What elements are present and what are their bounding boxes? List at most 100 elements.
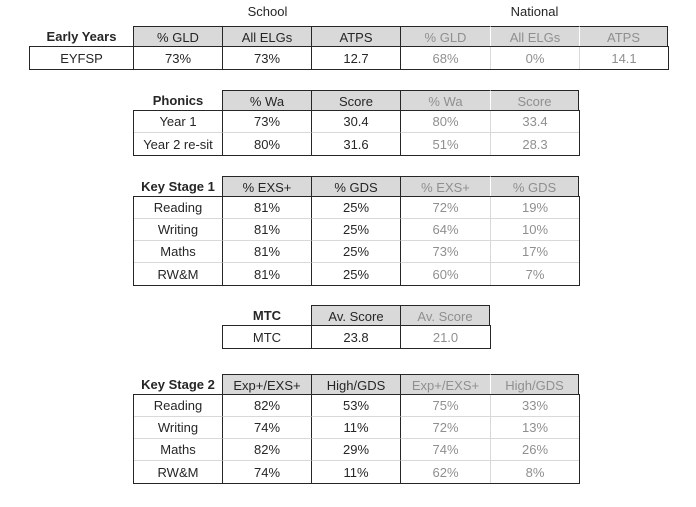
national-value-cell: 13%: [490, 417, 579, 439]
school-value-cell: 82%: [223, 395, 312, 417]
table-header-row: Phonics% Wa Score% Wa Score: [134, 90, 579, 111]
school-column-header: ATPS: [312, 26, 401, 47]
national-column-header: ATPS: [579, 26, 668, 47]
row-label: Maths: [134, 439, 223, 461]
school-value-cell: 73%: [134, 47, 223, 69]
table-key-stage-1: Key Stage 1% EXS+% GDS% EXS+% GDS Reading…: [133, 176, 580, 286]
national-value-cell: 68%: [432, 50, 459, 66]
national-value-cell: 19%: [490, 197, 579, 219]
table-key-stage-2: Key Stage 2 Exp+/EXS+ High/GDS Exp+/EXS+ Hig…: [133, 374, 580, 484]
national-column-header: % GLD: [401, 26, 490, 47]
table-phonics: Phonics% Wa Score% Wa Score Year 1 73% 30.4 80…: [133, 90, 580, 156]
school-column-header: All ELGs: [223, 26, 312, 47]
national-value-cell: 26%: [490, 439, 579, 461]
national-column-header: High/GDS: [490, 374, 579, 395]
national-column-header: % EXS+: [401, 176, 490, 197]
table-title: Key Stage 2: [134, 374, 223, 395]
school-value-cell: 74%: [223, 461, 312, 483]
table-header-row: Key Stage 2 Exp+/EXS+ High/GDS Exp+/EXS+ Hig…: [134, 374, 579, 395]
table-row: Year 1 73% 30.4 80% 33.4: [134, 111, 579, 133]
school-value-cell: 25%: [312, 263, 401, 285]
national-column-header: All ELGs: [490, 26, 579, 47]
school-column-header: % Wa: [223, 90, 312, 111]
row-label: Year 2 re-sit: [134, 133, 223, 155]
school-value-cell: 23.8: [312, 326, 401, 348]
national-value-cell: 7%: [490, 263, 579, 285]
table-body: EYFSP 73% 73% 12.7 68% 0% 14.1: [29, 46, 669, 70]
school-column-header: Exp+/EXS+: [223, 374, 312, 395]
row-label: Reading: [134, 395, 223, 417]
table-title: Key Stage 1: [134, 176, 223, 197]
school-value-cell: 53%: [312, 395, 401, 417]
table-row: MTC 23.8 21.0: [223, 326, 490, 348]
national-value-cell: 8%: [490, 461, 579, 483]
school-column-header: % GLD: [134, 26, 223, 47]
row-label: Year 1: [134, 111, 223, 133]
school-value-cell: 25%: [312, 197, 401, 219]
table-body: MTC 23.8 21.0: [222, 325, 491, 349]
national-value-cell: 0%: [490, 47, 579, 69]
school-value-cell: 25%: [312, 219, 401, 241]
national-value-cell: 62%: [432, 464, 459, 480]
national-value-cell: 28.3: [490, 133, 579, 155]
national-column-header: Av. Score: [401, 305, 490, 326]
school-value-cell: 11%: [312, 417, 401, 439]
table-row: Maths 82% 29% 74% 26%: [134, 439, 579, 461]
school-value-cell: 12.7: [312, 47, 401, 69]
table-header-row: Early Years% GLD All ELGs ATPS% GLD All ELG…: [30, 26, 668, 47]
school-value-cell: 81%: [223, 241, 312, 263]
school-column-header: Av. Score: [312, 305, 401, 326]
table-title: Phonics: [134, 90, 223, 111]
national-value-cell: 72%: [401, 417, 490, 439]
national-section-label: National: [510, 4, 559, 19]
table-mtc: MTC Av. Score Av. Score MTC 23.8 21.0: [222, 305, 491, 349]
school-value-cell: 30.4: [312, 111, 401, 133]
school-column-header: High/GDS: [312, 374, 401, 395]
table-header-row: Key Stage 1% EXS+% GDS% EXS+% GDS: [134, 176, 579, 197]
table-body: Reading 82% 53% 75% 33% Writing 74% 11% 72% 13% Ma…: [133, 394, 580, 484]
table-header-row: MTC Av. Score Av. Score: [223, 305, 490, 326]
table-row: Reading 82% 53% 75% 33%: [134, 395, 579, 417]
national-value-cell: 60%: [432, 266, 459, 282]
school-value-cell: 81%: [223, 219, 312, 241]
school-value-cell: 73%: [223, 111, 312, 133]
national-value-cell: 51%: [432, 136, 459, 152]
table-row: RW&M 81% 25% 60% 7%: [134, 263, 579, 285]
national-column-header: % Wa: [401, 90, 490, 111]
table-row: EYFSP 73% 73% 12.7 68% 0% 14.1: [30, 47, 668, 69]
school-value-cell: 81%: [223, 263, 312, 285]
row-label: Writing: [134, 417, 223, 439]
national-value-cell: 33.4: [490, 111, 579, 133]
table-title: Early Years: [30, 26, 134, 47]
row-label: MTC: [223, 326, 312, 348]
school-section-label: School: [247, 4, 288, 19]
table-row: Year 2 re-sit 80% 31.6 51% 28.3: [134, 133, 579, 155]
national-value-cell: 10%: [490, 219, 579, 241]
row-label: Maths: [134, 241, 223, 263]
national-column-header: Score: [490, 90, 579, 111]
school-value-cell: 73%: [223, 47, 312, 69]
school-value-cell: 74%: [223, 417, 312, 439]
table-row: Writing 74% 11% 72% 13%: [134, 417, 579, 439]
national-column-header: Exp+/EXS+: [401, 374, 490, 395]
row-label: RW&M: [134, 263, 223, 285]
table-early-years: Early Years% GLD All ELGs ATPS% GLD All ELG…: [29, 26, 669, 70]
table-row: Writing 81% 25% 64% 10%: [134, 219, 579, 241]
school-value-cell: 80%: [223, 133, 312, 155]
table-row: Maths 81% 25% 73% 17%: [134, 241, 579, 263]
table-row: Reading 81% 25% 72% 19%: [134, 197, 579, 219]
row-label: EYFSP: [30, 47, 134, 69]
national-value-cell: 80%: [401, 111, 490, 133]
row-label: Reading: [134, 197, 223, 219]
school-value-cell: 11%: [312, 461, 401, 483]
national-value-cell: 74%: [401, 439, 490, 461]
table-title: MTC: [223, 305, 312, 326]
national-value-cell: 64%: [401, 219, 490, 241]
school-value-cell: 82%: [223, 439, 312, 461]
row-label: RW&M: [134, 461, 223, 483]
national-value-cell: 75%: [401, 395, 490, 417]
school-value-cell: 81%: [223, 197, 312, 219]
national-value-cell: 21.0: [432, 329, 459, 345]
school-value-cell: 31.6: [312, 133, 401, 155]
